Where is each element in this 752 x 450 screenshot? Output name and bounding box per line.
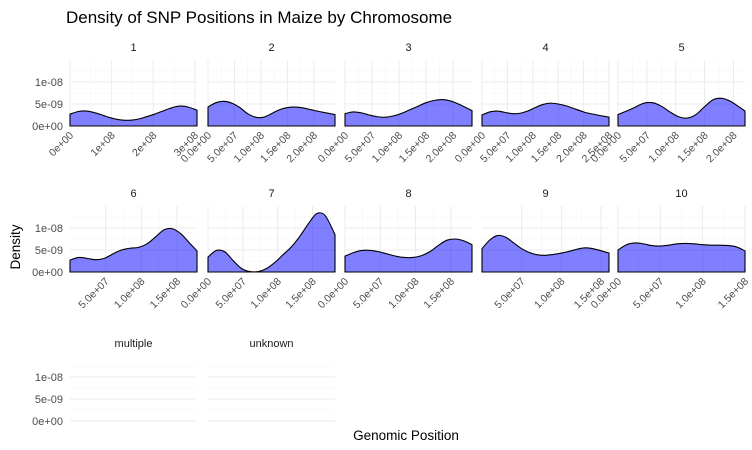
y-tick-label: 5e-09	[35, 99, 63, 111]
y-tick-label: 1e-08	[35, 223, 63, 235]
density-area-chr-8	[344, 238, 473, 273]
x-tick-label: 1.0e+08	[248, 276, 284, 312]
x-tick-label: 2.0e+08	[704, 130, 740, 166]
density-area-chr-3	[344, 99, 473, 127]
facet-strip-label: 2	[268, 42, 274, 54]
density-area-chr-2	[207, 100, 336, 127]
facet-panel-9: 95.0e+07 1.0e+08 1.5e+08	[481, 188, 610, 312]
x-tick-label: 1.5e+08	[675, 130, 711, 166]
x-tick-label: 0.0e+00	[316, 276, 352, 312]
facet-panel-2: 20.0e+005.0e+071.0e+081.5e+082.0e+08	[179, 42, 336, 165]
chart-title: Density of SNP Positions in Maize by Chr…	[66, 8, 452, 27]
x-tick-label: 2.0e+08	[424, 130, 460, 166]
facet-strip-label: 6	[130, 188, 136, 200]
facet-panel-3: 30.0e+005.0e+071.0e+081.5e+082.0e+08	[316, 42, 473, 166]
facet-strip-label: 9	[542, 188, 548, 200]
x-tick-label: 1.0e+08	[646, 130, 682, 166]
y-tick-label: 1e-08	[35, 77, 63, 89]
density-area-chr-10	[617, 242, 746, 273]
facet-strip-label: 4	[542, 42, 548, 54]
x-tick-label: 2e+08	[130, 130, 159, 159]
x-tick-label: 5.0e+07	[617, 130, 653, 166]
x-tick-label: 1e+08	[88, 130, 117, 159]
x-tick-label: 1.0e+08	[112, 276, 148, 312]
x-tick-label: 0.0e+00	[179, 276, 215, 312]
y-tick-label: 0e+00	[32, 121, 63, 133]
facet-panel-7: 7 0.0e+00 5.0e+07 1.0e+08 1.5e+08	[179, 188, 336, 312]
x-tick-label: 5.0e+07	[351, 276, 387, 312]
y-axis-label: Density	[8, 224, 23, 269]
x-tick-label: 1.0e+08	[673, 276, 709, 312]
facet-panels: 0e+00 5e-09 1e-08 0e+00 5e-09 1e-08 0e+00 5e-09…	[32, 42, 751, 428]
x-tick-label: 5.0e+07	[76, 276, 112, 312]
x-tick-label: 1.5e+08	[716, 276, 752, 312]
facet-panel-1: 10e+00 1e+08 2e+08 3e+08	[47, 42, 201, 159]
facet-panel-5: 50.0e+005.0e+071.0e+081.5e+082.0e+08	[589, 42, 746, 166]
x-tick-label: 1.5e+08	[148, 276, 184, 312]
density-area-chr-4	[481, 102, 610, 127]
y-tick-label: 0e+00	[32, 416, 63, 428]
facet-strip-label: 7	[268, 188, 274, 200]
x-tick-label: 5.0e+07	[492, 276, 528, 312]
facet-strip-label: 1	[130, 42, 136, 54]
facet-strip-label: 8	[405, 188, 411, 200]
density-area-chr-9	[481, 234, 610, 273]
y-tick-label: 5e-09	[35, 245, 63, 257]
facet-panel-10: 100.0e+00 5.0e+07 1.0e+08 1.5e+08	[589, 188, 752, 311]
facet-panel-4: 40.0e+005.0e+071.0e+081.5e+082.0e+082.5e…	[453, 42, 616, 165]
x-tick-label: 5.0e+07	[631, 276, 667, 312]
density-area-chr-1	[69, 105, 198, 127]
facet-strip-label: multiple	[115, 338, 153, 350]
x-tick-label: 1.5e+08	[421, 276, 457, 312]
x-tick-label: 5.0e+07	[213, 276, 249, 312]
y-tick-label: 1e-08	[35, 372, 63, 384]
facet-strip-label: 5	[678, 42, 684, 54]
facet-panel-6: 6 5.0e+07 1.0e+08 1.5e+08	[69, 188, 198, 312]
density-area-chr-7	[207, 212, 336, 273]
x-tick-label: 1.0e+08	[386, 276, 422, 312]
facet-panel-unknown: unknown	[208, 338, 335, 422]
y-tick-label: 5e-09	[35, 394, 63, 406]
density-area-chr-5	[617, 97, 746, 127]
facet-panel-8: 8 0.0e+00 5.0e+07 1.0e+08 1.5e+08	[316, 188, 473, 312]
facet-strip-label: 3	[405, 42, 411, 54]
facet-strip-label: unknown	[249, 338, 293, 350]
x-axis-label: Genomic Position	[353, 428, 459, 443]
facet-panel-multiple: multiple	[70, 338, 197, 422]
facet-strip-label: 10	[675, 188, 687, 200]
density-area-chr-6	[69, 227, 198, 273]
x-tick-label: 0e+00	[47, 130, 76, 159]
x-tick-label: 1.5e+08	[283, 276, 319, 312]
x-tick-label: 1.0e+08	[532, 276, 568, 312]
y-tick-label: 0e+00	[32, 267, 63, 279]
